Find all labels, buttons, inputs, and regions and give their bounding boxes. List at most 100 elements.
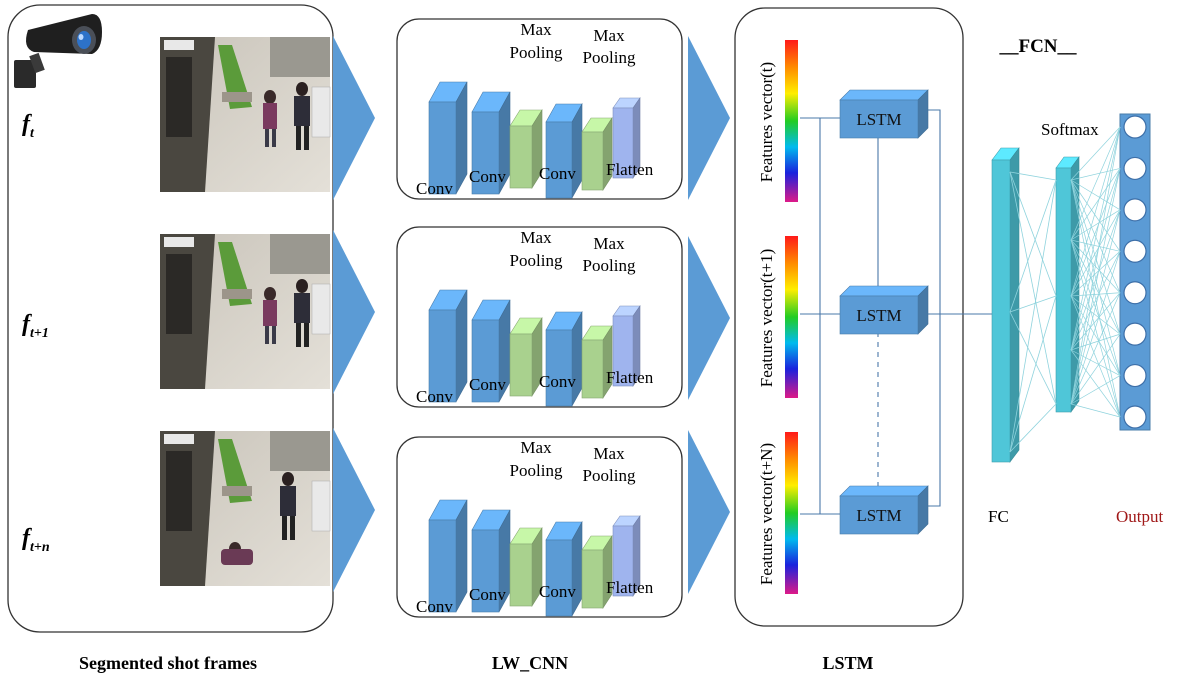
output-node <box>1123 156 1147 181</box>
softmax-label: Softmax <box>1041 120 1099 139</box>
softmax-output-connection <box>1070 126 1121 351</box>
frame-labels: ft ft+1 ft+n <box>22 111 50 555</box>
frame-label-3: ft+n <box>22 525 50 555</box>
softmax-output-connection <box>1070 168 1121 405</box>
output-node <box>1123 405 1147 429</box>
pooling-label: Pooling <box>583 256 636 275</box>
softmax-output-connection <box>1070 349 1121 376</box>
fcn-content: __FCN__ Softmax FC Output <box>988 36 1164 526</box>
cnn-to-lstm-arrows <box>688 36 730 594</box>
flatten-layer <box>612 515 641 597</box>
conv-label: Conv <box>539 582 576 601</box>
softmax-output-connection <box>1070 375 1121 405</box>
softmax-output-connection <box>1070 295 1121 335</box>
softmax-output-connection <box>1070 251 1121 351</box>
conv-layer <box>428 289 468 403</box>
arrow-cnn-1 <box>688 36 730 200</box>
feature-spectrum-bar <box>785 432 798 594</box>
feature-vector-3: Features vector(t+N) <box>757 432 798 594</box>
softmax-output-connection <box>1070 333 1121 351</box>
conv-layer <box>428 499 468 613</box>
max-pooling-layer <box>509 526 543 608</box>
softmax-output-connection <box>1070 292 1121 297</box>
fc-softmax-connection <box>1009 179 1057 453</box>
max-pooling-layer <box>581 534 613 610</box>
arrow-cnn-2 <box>688 236 730 400</box>
pooling-label: Pooling <box>583 466 636 485</box>
lstm-content: Features vector(t) Features vector(t+1) Fe… <box>757 40 992 594</box>
max-label: Max <box>593 234 625 253</box>
feature-vector-label: Features vector(t+N) <box>757 443 776 585</box>
lstm-cell-3: LSTM <box>839 485 929 535</box>
fc-layer <box>991 147 1020 463</box>
softmax-output-connection <box>1070 126 1121 181</box>
softmax-output-connection <box>1070 403 1121 418</box>
softmax-output-connection <box>1070 168 1121 351</box>
softmax-output-connection <box>1070 209 1121 241</box>
conv-label: Conv <box>469 375 506 394</box>
max-pooling-layer <box>581 324 613 400</box>
softmax-output-connection <box>1070 126 1121 297</box>
lstm-cell-label: LSTM <box>856 506 901 525</box>
softmax-output-connection <box>1070 239 1121 335</box>
frames-caption: Segmented shot frames <box>79 653 257 673</box>
feature-vector-label: Features vector(t) <box>757 62 776 182</box>
fc-softmax-connection <box>1009 403 1057 453</box>
frame-label-1: ft <box>22 111 35 141</box>
softmax-output-connection <box>1070 251 1121 297</box>
softmax-output-connection <box>1070 179 1121 418</box>
fc-softmax-connection <box>1009 171 1057 297</box>
softmax-output-connection <box>1070 239 1121 418</box>
conv-layer <box>545 102 583 200</box>
pooling-label: Pooling <box>510 43 563 62</box>
conv-label: Conv <box>416 387 453 406</box>
conv-label: Conv <box>539 164 576 183</box>
cctv-camera-icon <box>14 14 102 88</box>
softmax-output-connection <box>1070 295 1121 418</box>
max-label: Max <box>520 20 552 39</box>
fc-softmax-connection <box>1009 295 1057 453</box>
fc-softmax-connection <box>1009 171 1057 181</box>
max-label: Max <box>520 228 552 247</box>
softmax-output-connection <box>1070 333 1121 405</box>
frame-image-2 <box>160 234 331 389</box>
max-label: Max <box>520 438 552 457</box>
conv-label: Conv <box>416 597 453 616</box>
softmax-output-connection <box>1070 179 1121 376</box>
softmax-output-connection <box>1070 239 1121 293</box>
softmax-output-connection <box>1070 168 1121 181</box>
softmax-output-connection <box>1070 179 1121 335</box>
softmax-output-connection <box>1070 295 1121 376</box>
arrow-frame-2 <box>333 230 375 394</box>
fc-softmax-connection <box>1009 295 1057 313</box>
fc-softmax-connection <box>1009 311 1057 405</box>
feature-spectrum-bar <box>785 236 798 398</box>
conv-layer <box>545 520 583 618</box>
pooling-label: Pooling <box>583 48 636 67</box>
conv-label: Conv <box>416 179 453 198</box>
feature-vector-2: Features vector(t+1) <box>757 236 798 398</box>
softmax-output-connection <box>1070 349 1121 418</box>
lstm-cell-1: LSTM <box>839 89 929 139</box>
softmax-output-connection <box>1070 126 1121 405</box>
fc-softmax-connection <box>1009 171 1057 405</box>
max-label: Max <box>593 26 625 45</box>
lstm-right-connector <box>928 109 941 507</box>
softmax-output-connection <box>1070 209 1121 297</box>
flatten-layer <box>612 97 641 179</box>
fc-label: FC <box>988 507 1009 526</box>
output-node <box>1123 363 1147 388</box>
fcn-title: __FCN__ <box>998 36 1077 57</box>
frame-image-1 <box>160 37 331 192</box>
flatten-label: Flatten <box>606 368 654 387</box>
cnn-block-3: Conv Conv Conv Flatten Max Pooling Max Pooling <box>396 436 683 618</box>
frame-label-2: ft+1 <box>22 311 49 341</box>
softmax-output-connection <box>1070 168 1121 297</box>
cnn-block-1: Conv Conv Conv Flatten Max Pooling Max Pooling <box>396 18 683 200</box>
feature-vector-1: Features vector(t) <box>757 40 798 202</box>
lstm-cell-label: LSTM <box>856 110 901 129</box>
lstm-cell-2: LSTM <box>839 285 929 335</box>
frames-to-cnn-arrows <box>333 36 375 592</box>
conv-layer <box>545 310 583 408</box>
softmax-output-connection <box>1070 292 1121 351</box>
